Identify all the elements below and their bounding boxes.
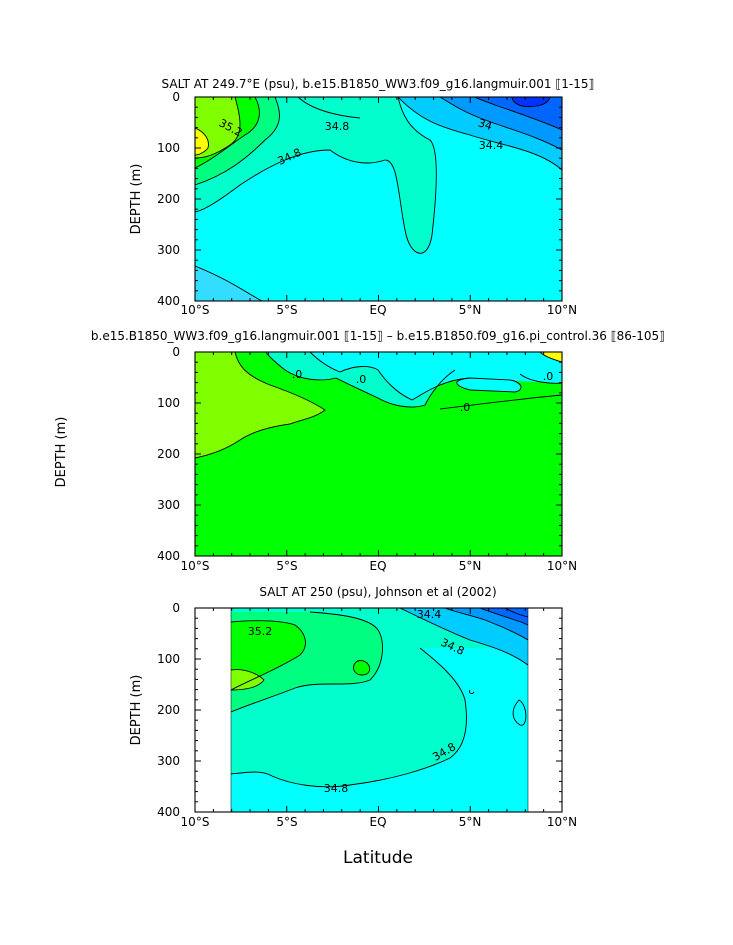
panel-1-contour-label: 34.8 xyxy=(325,120,350,133)
panel-1-ytick-label: 100 xyxy=(157,141,180,155)
panel-1-xtick-label: EQ xyxy=(369,303,386,317)
panel-1-field-deep-blue xyxy=(195,266,262,301)
panel-3-field-deep-cyan xyxy=(231,648,528,812)
panel-3: SALT AT 250 (psu), Johnson et al (2002) xyxy=(129,585,577,868)
panel-3-xtick-label: EQ xyxy=(369,815,386,829)
panel-3-xticks: 10°S 5°S EQ 5°N 10°N xyxy=(181,815,578,829)
panel-2-ytick-label: 400 xyxy=(157,549,180,563)
panel-2-xtick-label: 5°N xyxy=(459,559,482,573)
panel-2-yticks: 0 100 200 300 400 xyxy=(157,345,180,563)
panel-2-contour-label: .0 xyxy=(292,368,303,381)
panel-3-ytick-label: 300 xyxy=(157,754,180,768)
panel-3-field-yellow-green xyxy=(231,669,264,690)
panel-2-contour-label: .0 xyxy=(356,373,367,386)
panel-1-ylabel: DEPTH (m) xyxy=(129,164,144,235)
panel-2-xtick-label: 5°S xyxy=(276,559,297,573)
panel-3-contour-label: 34.8 xyxy=(324,782,349,795)
panel-2-ytick-label: 200 xyxy=(157,447,180,461)
panel-1-ytick-label: 400 xyxy=(157,294,180,308)
panel-3-yticks: 0 100 200 300 400 xyxy=(157,601,180,819)
panel-3-field-green-island xyxy=(353,660,370,675)
panel-1-xtick-label: 10°S xyxy=(181,303,210,317)
panel-2-xticks: 10°S 5°S EQ 5°N 10°N xyxy=(181,559,578,573)
panel-2-ytick-label: 300 xyxy=(157,498,180,512)
panel-2-field-teal xyxy=(456,378,522,392)
panel-3-contour-label: 34.4 xyxy=(417,608,442,621)
panel-3-axes: DEPTH (m) 10°S 5°S EQ 5°N 10°N 0 100 200… xyxy=(129,601,577,829)
panel-1-ytick-label: 0 xyxy=(172,90,180,104)
panel-1-contour-label: 34 xyxy=(476,116,493,133)
tick-marks xyxy=(194,96,563,813)
shared-depth-label: DEPTH (m) xyxy=(54,417,69,488)
panel-3-ytick-label: 400 xyxy=(157,805,180,819)
panel-1-yticks: 0 100 200 300 400 xyxy=(157,90,180,308)
panel-3-contour-label: 35.2 xyxy=(248,625,273,638)
x-axis-label: Latitude xyxy=(343,848,413,868)
panel-1-xtick-label: 10°N xyxy=(547,303,577,317)
panel-2-contour-lines xyxy=(195,352,562,459)
panel-2-contour-label: .0 xyxy=(460,401,471,414)
panel-3-ytick-label: 0 xyxy=(172,601,180,615)
panel-1-axes: DEPTH (m) 10°S 5°S EQ 5°N 10°N 0 100 200… xyxy=(129,90,577,317)
panel-2: b.e15.B1850_WW3.f09_g16.langmuir.001 ⟦1-… xyxy=(91,329,665,573)
panel-3-ytick-label: 200 xyxy=(157,703,180,717)
panel-2-ytick-label: 0 xyxy=(172,345,180,359)
panel-1-xticks: 10°S 5°S EQ 5°N 10°N xyxy=(181,303,578,317)
panel-2-xtick-label: 10°S xyxy=(181,559,210,573)
panel-3-ytick-label: 100 xyxy=(157,652,180,666)
panel-1-xtick-label: 5°S xyxy=(276,303,297,317)
panel-2-ytick-label: 100 xyxy=(157,396,180,410)
panel-2-contour-label: .0 xyxy=(543,370,554,383)
panel-2-field-yellow xyxy=(540,352,562,362)
panel-1-title: SALT AT 249.7°E (psu), b.e15.B1850_WW3.f… xyxy=(162,77,595,91)
panel-1-ytick-label: 300 xyxy=(157,243,180,257)
panel-2-field-aqua xyxy=(310,352,562,400)
panel-3-xtick-label: 5°S xyxy=(276,815,297,829)
panel-3-xtick-label: 10°N xyxy=(547,815,577,829)
panel-1-xtick-label: 5°N xyxy=(459,303,482,317)
panel-3-xtick-label: 5°N xyxy=(459,815,482,829)
panel-3-title: SALT AT 250 (psu), Johnson et al (2002) xyxy=(259,585,496,599)
panel-1: SALT AT 249.7°E (psu), b.e15.B1850_WW3.f… xyxy=(129,77,594,317)
panel-1-contour-label: 34.4 xyxy=(479,139,504,152)
panel-2-axes: 10°S 5°S EQ 5°N 10°N 0 100 200 300 400 xyxy=(157,345,577,573)
panel-3-ylabel: DEPTH (m) xyxy=(129,675,144,746)
panel-2-title: b.e15.B1850_WW3.f09_g16.langmuir.001 ⟦1-… xyxy=(91,329,665,343)
panel-2-xtick-label: EQ xyxy=(369,559,386,573)
panel-1-ytick-label: 200 xyxy=(157,192,180,206)
panel-2-field-yellow-green xyxy=(195,352,325,458)
panel-2-xtick-label: 10°N xyxy=(547,559,577,573)
panel-3-contour-lines xyxy=(230,608,529,788)
panel-3-xtick-label: 10°S xyxy=(181,815,210,829)
panel-1-contour-lines xyxy=(195,97,562,301)
panel-2-contour-labels: .0 .0 .0 .0 xyxy=(292,368,554,414)
panel-1-field-dark-blue xyxy=(512,97,550,107)
